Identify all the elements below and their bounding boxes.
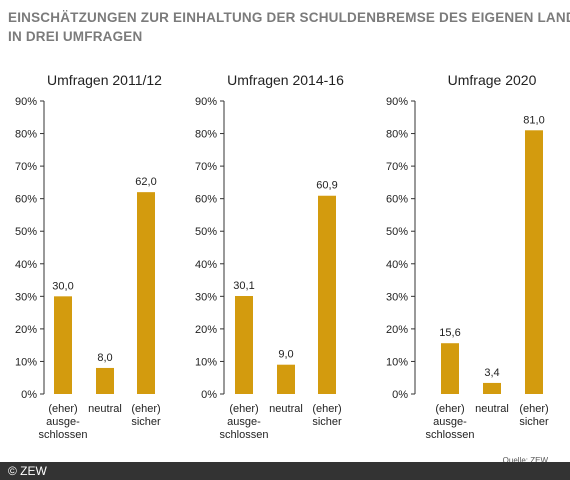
bar <box>483 382 501 394</box>
category-label-line: (eher) <box>131 403 160 415</box>
category-label-line: sicher <box>519 416 549 428</box>
y-tick-label: 90% <box>386 96 408 108</box>
category-label-line: neutral <box>88 403 122 415</box>
y-tick-label: 60% <box>15 194 37 206</box>
y-tick-label: 60% <box>195 194 217 206</box>
category-label-line: schlossen <box>426 429 475 441</box>
category-label: (eher) ausge-schlossen <box>220 403 269 441</box>
y-tick-label: 30% <box>386 291 408 303</box>
y-tick-label: 30% <box>15 291 37 303</box>
bar <box>96 367 114 394</box>
category-label-line: (eher) <box>312 403 341 415</box>
y-tick-label: 80% <box>195 129 217 141</box>
copyright-text: © ZEW <box>8 464 47 478</box>
footer-bar: © ZEW <box>0 462 570 480</box>
y-tick-label: 20% <box>195 324 217 336</box>
data-label: 8,0 <box>97 352 112 364</box>
chart-title-line-2: IN DREI UMFRAGEN <box>8 29 143 44</box>
y-tick-label: 0% <box>201 389 217 401</box>
bar <box>235 296 253 394</box>
y-tick-label: 20% <box>386 324 408 336</box>
panel-title: Umfrage 2020 <box>448 72 537 88</box>
bar <box>137 192 155 394</box>
y-tick-label: 50% <box>195 226 217 238</box>
bar <box>277 364 295 394</box>
y-tick-label: 80% <box>386 129 408 141</box>
category-label: (eher) ausge-schlossen <box>39 403 88 441</box>
category-label-line: sicher <box>131 416 161 428</box>
category-label-line: ausge- <box>433 416 467 428</box>
y-tick-label: 40% <box>195 259 217 271</box>
data-label: 60,9 <box>316 180 337 192</box>
category-label: neutral <box>475 403 509 415</box>
category-label: (eher) sicher <box>312 403 342 428</box>
y-tick-label: 70% <box>195 161 217 173</box>
y-tick-label: 20% <box>15 324 37 336</box>
bar <box>318 195 336 394</box>
data-label: 62,0 <box>135 176 156 188</box>
category-label-line: sicher <box>312 416 342 428</box>
y-tick-label: 50% <box>15 226 37 238</box>
y-tick-label: 30% <box>195 291 217 303</box>
y-tick-label: 0% <box>21 389 37 401</box>
y-tick-label: 10% <box>386 356 408 368</box>
data-label: 3,4 <box>484 367 499 379</box>
y-tick-label: 90% <box>15 96 37 108</box>
y-tick-label: 10% <box>15 356 37 368</box>
category-label-line: neutral <box>269 403 303 415</box>
y-tick-label: 80% <box>15 129 37 141</box>
y-tick-label: 70% <box>386 161 408 173</box>
panel-title: Umfragen 2011/12 <box>47 72 162 88</box>
category-label-line: schlossen <box>220 429 269 441</box>
panel-title: Umfragen 2014-16 <box>227 72 344 88</box>
y-tick-label: 10% <box>195 356 217 368</box>
category-label-line: (eher) <box>229 403 258 415</box>
category-label: (eher) sicher <box>131 403 161 428</box>
category-label: (eher) sicher <box>519 403 549 428</box>
category-label-line: schlossen <box>39 429 88 441</box>
y-tick-label: 50% <box>386 226 408 238</box>
category-label: (eher) ausge-schlossen <box>426 403 475 441</box>
bar <box>525 130 543 395</box>
y-tick-label: 40% <box>15 259 37 271</box>
data-label: 81,0 <box>523 114 544 126</box>
y-tick-label: 40% <box>386 259 408 271</box>
category-label-line: ausge- <box>46 416 80 428</box>
category-label-line: (eher) <box>48 403 77 415</box>
category-label-line: ausge- <box>227 416 261 428</box>
data-label: 9,0 <box>278 349 293 361</box>
source-note: Quelle: ZEW <box>502 456 548 465</box>
chart-title: EINSCHÄTZUNGEN ZUR EINHALTUNG DER SCHULD… <box>8 8 570 46</box>
category-label-line: (eher) <box>519 403 548 415</box>
category-label: neutral <box>88 403 122 415</box>
y-tick-label: 70% <box>15 161 37 173</box>
category-label-line: (eher) <box>435 403 464 415</box>
bar-charts: Umfragen 2011/12 0% 10% 20% 30% 40% 50% 60% 70% 8… <box>15 72 549 441</box>
y-tick-label: 60% <box>386 194 408 206</box>
data-label: 30,1 <box>233 280 254 292</box>
bar <box>54 296 72 394</box>
data-label: 15,6 <box>439 327 460 339</box>
chart-title-line-1: EINSCHÄTZUNGEN ZUR EINHALTUNG DER SCHULD… <box>8 10 570 25</box>
data-label: 30,0 <box>52 280 73 292</box>
y-tick-label: 90% <box>195 96 217 108</box>
category-label-line: neutral <box>475 403 509 415</box>
y-tick-label: 0% <box>392 389 408 401</box>
bar <box>441 343 459 394</box>
category-label: neutral <box>269 403 303 415</box>
